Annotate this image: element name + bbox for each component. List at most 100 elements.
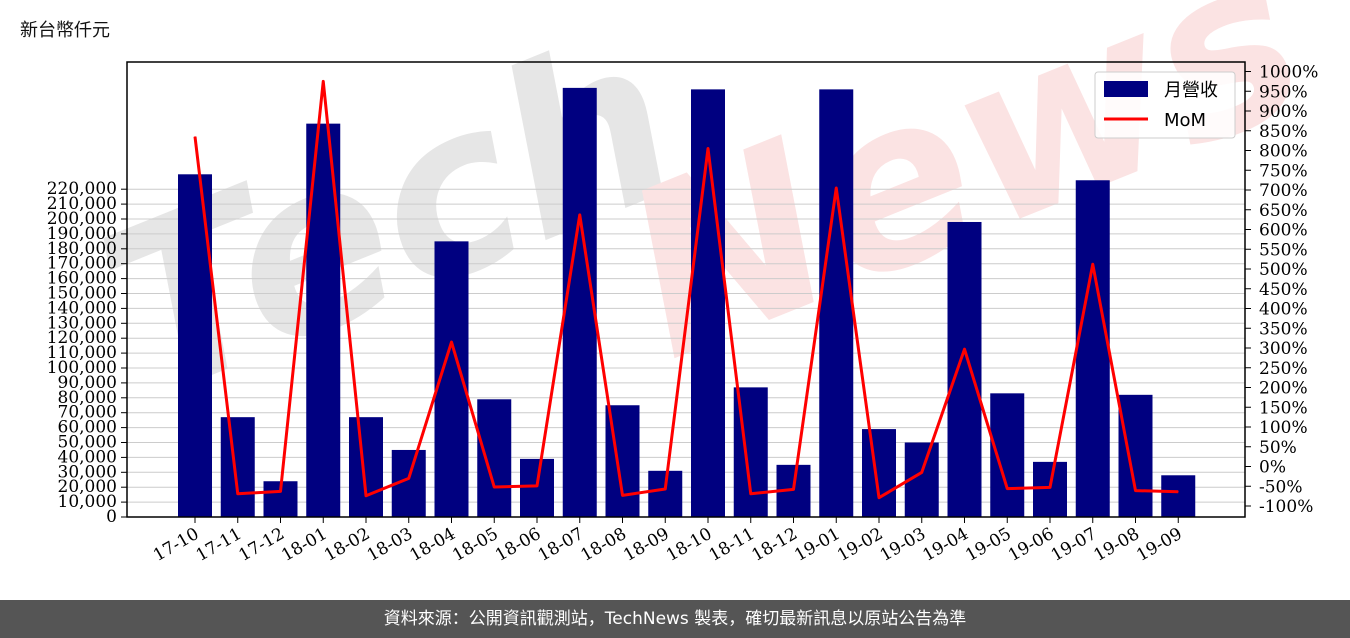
- x-tick-label: 19-06: [1005, 524, 1057, 566]
- y-right-tick-label: -100%: [1259, 497, 1313, 517]
- y-right-tick-label: 300%: [1259, 339, 1308, 359]
- y-right-tick-label: 700%: [1259, 181, 1308, 201]
- y-left-tick-label: 130,000: [47, 313, 117, 333]
- chart-canvas: Tech News 17-1017-1117-1218-0118-0218-03…: [47, 0, 1338, 566]
- x-tick-label: 19-02: [834, 524, 886, 566]
- y-right-tick-label: 150%: [1259, 398, 1308, 418]
- y-left-tick-label: 170,000: [47, 254, 117, 274]
- y-right-tick-label: 600%: [1259, 221, 1308, 241]
- y-right-tick-label: 950%: [1259, 82, 1308, 102]
- x-tick-label: 17-11: [193, 524, 245, 566]
- mom-point-17-11: [237, 493, 239, 495]
- x-tick-label: 18-12: [749, 524, 801, 566]
- x-tick-label: 17-10: [150, 524, 202, 566]
- mom-point-18-05: [493, 486, 495, 488]
- x-tick-label: 18-09: [620, 524, 672, 566]
- line-series: [193, 79, 1179, 500]
- source-footer: 資料來源：公開資訊觀測站，TechNews 製表，確切最新訊息以原站公告為準: [0, 600, 1350, 638]
- bar-18-02: [349, 417, 383, 517]
- x-tick-label: 18-07: [535, 524, 587, 566]
- y-left-tick-label: 50,000: [58, 433, 117, 453]
- y-right-tick-label: 450%: [1259, 280, 1308, 300]
- y-right-tick-label: 1000%: [1259, 63, 1318, 83]
- bar-19-04: [947, 221, 982, 518]
- y-right-tick-label: 50%: [1259, 438, 1297, 458]
- y-right-tick-label: 800%: [1259, 142, 1308, 162]
- mom-point-18-12: [793, 488, 794, 490]
- mom-point-18-11: [750, 493, 752, 495]
- y-right-tick-label: 0%: [1259, 458, 1286, 478]
- y-left-tick-label: 90,000: [58, 373, 117, 393]
- x-tick-label: 18-05: [449, 524, 501, 566]
- legend-bar-label: 月營收: [1164, 80, 1218, 101]
- y-left-tick-label: 210,000: [47, 194, 117, 214]
- x-tick-label: 18-02: [321, 524, 373, 566]
- x-axis: 17-1017-1117-1218-0118-0218-0318-0418-05…: [150, 517, 1186, 566]
- bar-17-11: [220, 417, 255, 517]
- mom-point-19-03: [921, 471, 923, 473]
- y-right-tick-label: 200%: [1259, 379, 1308, 399]
- mom-point-18-06: [536, 485, 538, 487]
- bar-18-06: [520, 458, 554, 517]
- y-axis-right: -100%-50%0%50%100%150%200%250%300%350%40…: [1245, 63, 1318, 517]
- mom-line: [193, 79, 1179, 500]
- y-left-tick-label: 180,000: [47, 239, 117, 259]
- mom-point-19-06: [1049, 486, 1051, 488]
- x-tick-label: 19-08: [1091, 524, 1143, 566]
- mom-point-19-08: [1135, 490, 1136, 492]
- bar-19-02: [862, 429, 896, 517]
- y-left-tick-label: 140,000: [47, 298, 117, 318]
- mom-point-19-07: [1092, 263, 1094, 265]
- x-tick-label: 18-10: [663, 524, 715, 566]
- y-right-tick-label: 400%: [1259, 300, 1308, 320]
- y-left-tick-label: 20,000: [58, 477, 117, 497]
- mom-point-18-07: [579, 214, 581, 216]
- x-tick-label: 18-04: [407, 524, 459, 566]
- mom-point-19-01: [835, 187, 837, 189]
- x-tick-label: 18-08: [578, 524, 630, 566]
- mom-point-18-08: [622, 494, 623, 496]
- y-left-tick-label: 60,000: [58, 418, 117, 438]
- y-left-tick-label: 190,000: [47, 224, 117, 244]
- mom-point-17-12: [280, 490, 281, 492]
- mom-point-18-01: [322, 80, 324, 82]
- y-right-tick-label: 550%: [1259, 240, 1308, 260]
- mom-point-18-10: [707, 148, 709, 150]
- x-tick-label: 18-01: [278, 524, 330, 566]
- mom-point-19-02: [878, 497, 880, 499]
- bar-18-05: [477, 399, 512, 517]
- bar-19-01: [819, 89, 854, 518]
- x-tick-label: 18-03: [364, 524, 416, 566]
- bar-19-05: [990, 393, 1025, 517]
- y-left-tick-label: 70,000: [58, 403, 117, 423]
- y-left-tick-label: 10,000: [58, 492, 117, 512]
- y-axis-left: 010,00020,00030,00040,00050,00060,00070,…: [47, 179, 127, 527]
- legend-line-label: MoM: [1164, 110, 1206, 131]
- y-right-tick-label: 100%: [1259, 418, 1308, 438]
- bar-18-07: [562, 87, 597, 517]
- y-left-tick-label: 80,000: [58, 388, 117, 408]
- mom-point-19-09: [1177, 491, 1179, 493]
- y-right-tick-label: 850%: [1259, 122, 1308, 142]
- bar-19-06: [1033, 461, 1067, 517]
- x-tick-label: 19-03: [877, 524, 929, 566]
- y-axis-unit-label: 新台幣仟元: [20, 20, 110, 41]
- y-left-tick-label: 100,000: [47, 358, 117, 378]
- y-left-tick-label: 40,000: [58, 447, 117, 467]
- plot-frame: [126, 61, 1246, 518]
- legend: 月營收 MoM: [1094, 71, 1236, 139]
- mom-point-18-09: [664, 488, 666, 490]
- mom-point-17-10: [194, 136, 196, 138]
- y-left-tick-label: 220,000: [47, 179, 117, 199]
- y-left-tick-label: 150,000: [47, 284, 117, 304]
- y-left-tick-label: 200,000: [47, 209, 117, 229]
- x-tick-label: 19-09: [1133, 524, 1185, 566]
- mom-point-19-04: [964, 348, 965, 350]
- y-left-tick-label: 0: [106, 507, 117, 527]
- x-tick-label: 19-04: [920, 524, 972, 566]
- y-left-tick-label: 160,000: [47, 269, 117, 289]
- y-right-tick-label: 250%: [1259, 359, 1308, 379]
- x-tick-label: 17-12: [236, 524, 288, 566]
- y-right-tick-label: 500%: [1259, 260, 1308, 280]
- y-right-tick-label: -50%: [1259, 477, 1303, 497]
